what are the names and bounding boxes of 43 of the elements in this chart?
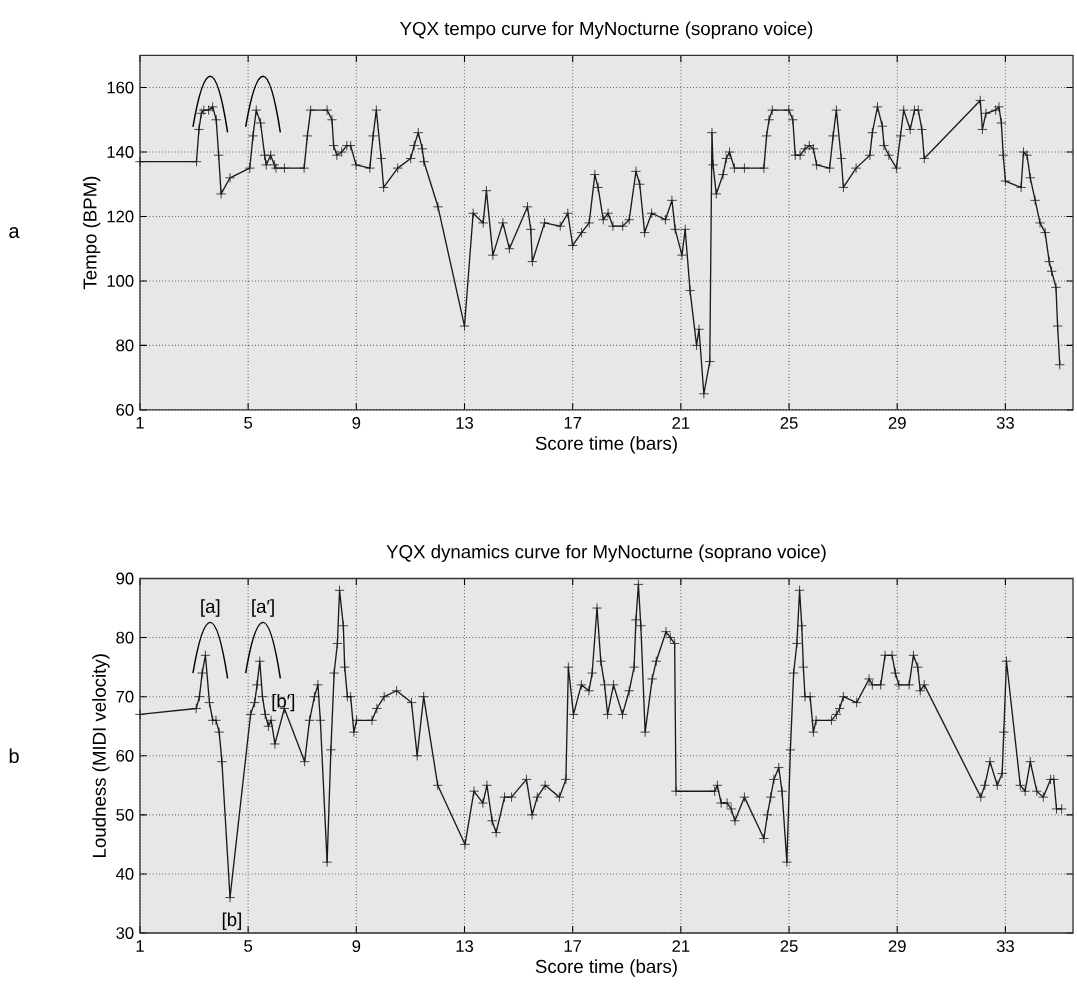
y-tick-label: 100 <box>107 275 134 287</box>
y-axis-title: Tempo (BPM) <box>82 176 101 290</box>
x-tick-label: 33 <box>996 940 1014 953</box>
x-axis-title: Score time (bars) <box>535 959 677 977</box>
chart-title: YQX tempo curve for MyNocturne (soprano voice) <box>400 21 813 39</box>
y-tick-label: 30 <box>116 927 134 940</box>
x-tick-label: 5 <box>244 417 253 429</box>
annotation: [b′] <box>272 694 295 712</box>
x-tick-label: 25 <box>780 417 798 429</box>
annotation: [b] <box>222 912 241 931</box>
y-tick-label: 90 <box>116 572 134 585</box>
x-tick-label: 29 <box>888 417 906 429</box>
x-tick-label: 1 <box>136 417 144 429</box>
y-tick-label: 80 <box>116 631 134 644</box>
annotation: [a] <box>201 599 220 617</box>
y-tick-label: 40 <box>115 868 134 881</box>
x-tick-label: 21 <box>672 417 690 429</box>
y-axis-title: Loudness (MIDI velocity) <box>92 654 110 858</box>
y-tick-label: 70 <box>116 690 134 703</box>
y-tick-label: 160 <box>107 81 134 94</box>
x-tick-label: 17 <box>564 940 582 952</box>
x-tick-label: 21 <box>672 940 690 952</box>
x-tick-label: 5 <box>244 940 253 952</box>
annotation: [a′] <box>252 599 274 617</box>
text: a <box>9 227 20 239</box>
y-tick-label: 80 <box>116 339 134 352</box>
x-tick-label: 33 <box>996 417 1014 429</box>
x-tick-label: 13 <box>456 417 474 429</box>
y-tick-label: 120 <box>107 210 134 223</box>
x-tick-label: 13 <box>456 940 474 953</box>
y-tick-label: 60 <box>116 750 134 762</box>
x-tick-label: 1 <box>136 940 144 952</box>
x-tick-label: 29 <box>888 940 906 953</box>
x-tick-label: 17 <box>564 417 582 429</box>
y-tick-label: 140 <box>107 146 134 159</box>
y-tick-label: 60 <box>116 404 134 416</box>
y-tick-label: 50 <box>116 809 134 821</box>
x-tick-label: 9 <box>352 940 361 953</box>
text: b <box>9 748 19 764</box>
chart-title: YQX dynamics curve for MyNocturne (soprano voice) <box>386 544 826 563</box>
x-tick-label: 25 <box>780 940 798 953</box>
x-tick-label: 9 <box>352 417 361 429</box>
x-axis-title: Score time (bars) <box>535 436 677 454</box>
